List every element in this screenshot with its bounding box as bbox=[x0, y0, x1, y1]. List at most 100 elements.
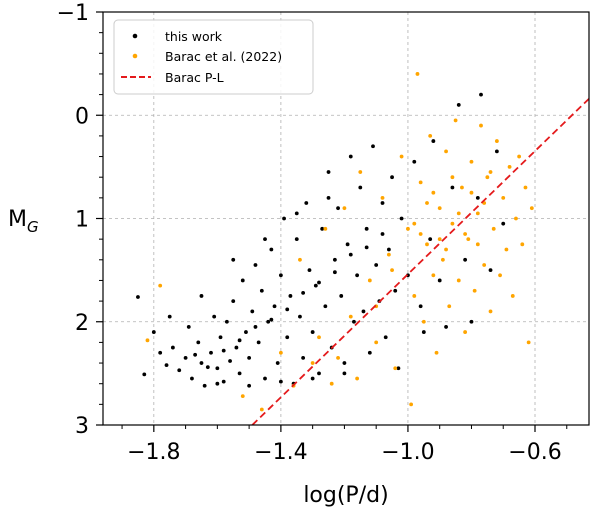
point-1-57 bbox=[412, 221, 417, 226]
x-axis-label: log(P/d) bbox=[303, 483, 388, 508]
point-1-24 bbox=[428, 134, 433, 138]
point-0-58 bbox=[352, 319, 356, 324]
y-tick-label-3: 2 bbox=[75, 311, 89, 336]
point-0-46 bbox=[313, 283, 318, 288]
point-0-36 bbox=[282, 216, 286, 221]
point-1-70 bbox=[355, 376, 360, 381]
point-1-56 bbox=[529, 206, 534, 211]
point-0-65 bbox=[374, 263, 379, 267]
point-0-94 bbox=[237, 338, 242, 343]
point-0-59 bbox=[355, 273, 360, 278]
point-0-78 bbox=[428, 237, 433, 242]
point-0-22 bbox=[237, 371, 242, 376]
point-1-37 bbox=[469, 159, 474, 164]
point-0-34 bbox=[275, 361, 280, 365]
point-0-96 bbox=[269, 317, 274, 322]
point-0-72 bbox=[396, 366, 401, 371]
point-1-8 bbox=[329, 381, 334, 386]
fit-lines bbox=[251, 98, 589, 425]
series-line-2 bbox=[251, 98, 589, 425]
point-0-31 bbox=[266, 319, 271, 324]
point-0-70 bbox=[390, 175, 394, 180]
point-1-76 bbox=[390, 268, 394, 273]
point-0-32 bbox=[269, 247, 274, 252]
point-1-5 bbox=[298, 257, 302, 262]
y-axis-label-subscript: G bbox=[27, 218, 39, 236]
point-0-63 bbox=[367, 350, 372, 355]
point-1-62 bbox=[444, 247, 448, 252]
point-0-37 bbox=[285, 335, 290, 340]
point-1-39 bbox=[475, 211, 480, 216]
point-0-43 bbox=[304, 201, 309, 205]
point-0-97 bbox=[285, 307, 290, 312]
point-1-0 bbox=[145, 338, 150, 343]
point-0-45 bbox=[310, 330, 315, 334]
point-0-113 bbox=[199, 294, 204, 298]
point-1-48 bbox=[504, 247, 509, 252]
point-0-38 bbox=[288, 294, 293, 298]
point-0-50 bbox=[326, 170, 331, 174]
point-0-47 bbox=[317, 371, 321, 376]
y-tick-label-4: 3 bbox=[75, 414, 89, 439]
point-0-17 bbox=[221, 379, 226, 384]
point-0-6 bbox=[177, 368, 182, 373]
point-0-10 bbox=[196, 340, 201, 345]
point-0-69 bbox=[386, 247, 391, 252]
point-0-42 bbox=[301, 355, 306, 360]
point-1-64 bbox=[456, 211, 461, 216]
point-0-111 bbox=[326, 195, 331, 200]
point-1-17 bbox=[399, 154, 404, 159]
point-0-35 bbox=[278, 273, 283, 278]
point-0-52 bbox=[332, 257, 337, 262]
point-1-13 bbox=[374, 340, 379, 345]
y-tick-label-0: −1 bbox=[57, 1, 89, 26]
point-1-6 bbox=[310, 361, 315, 365]
point-0-87 bbox=[479, 92, 483, 97]
point-0-80 bbox=[437, 278, 442, 283]
point-1-35 bbox=[463, 330, 468, 334]
point-0-92 bbox=[205, 365, 210, 370]
point-1-67 bbox=[475, 242, 480, 247]
point-1-49 bbox=[507, 164, 512, 169]
point-1-42 bbox=[485, 175, 490, 180]
point-1-60 bbox=[431, 190, 436, 195]
point-0-89 bbox=[494, 149, 499, 154]
point-0-102 bbox=[364, 245, 369, 250]
point-0-99 bbox=[317, 280, 321, 285]
point-0-8 bbox=[186, 325, 191, 329]
x-tick-label-1: −1.4 bbox=[254, 440, 307, 465]
point-1-58 bbox=[418, 232, 423, 236]
x-tick-label-3: −0.6 bbox=[508, 440, 561, 465]
point-0-71 bbox=[393, 288, 398, 293]
point-1-30 bbox=[447, 304, 452, 309]
data-points bbox=[136, 72, 534, 412]
point-0-112 bbox=[231, 257, 236, 262]
point-1-18 bbox=[406, 226, 410, 231]
point-0-3 bbox=[158, 350, 163, 355]
point-0-25 bbox=[247, 355, 252, 360]
point-1-54 bbox=[523, 185, 528, 190]
point-0-55 bbox=[342, 361, 347, 365]
point-0-100 bbox=[332, 270, 337, 275]
point-0-13 bbox=[209, 350, 213, 355]
point-1-9 bbox=[342, 206, 347, 211]
point-1-10 bbox=[348, 314, 353, 319]
point-0-1 bbox=[142, 372, 147, 377]
point-0-77 bbox=[421, 330, 426, 334]
point-0-15 bbox=[215, 366, 220, 371]
point-0-79 bbox=[431, 139, 436, 143]
tick-labels: −1.8 −1.4 −1.0 −0.6 −1 0 1 2 3 bbox=[57, 1, 562, 465]
point-1-33 bbox=[456, 278, 461, 283]
point-0-93 bbox=[221, 348, 226, 353]
tick-marks bbox=[96, 11, 568, 432]
point-0-40 bbox=[294, 237, 299, 242]
point-0-107 bbox=[310, 376, 315, 381]
point-0-53 bbox=[336, 206, 340, 211]
point-1-40 bbox=[479, 123, 483, 128]
point-0-26 bbox=[250, 309, 255, 314]
point-0-57 bbox=[348, 154, 353, 159]
legend-label-barac: Barac et al. (2022) bbox=[165, 49, 282, 64]
point-1-29 bbox=[444, 149, 448, 154]
point-0-2 bbox=[151, 330, 156, 334]
point-1-31 bbox=[450, 221, 455, 226]
